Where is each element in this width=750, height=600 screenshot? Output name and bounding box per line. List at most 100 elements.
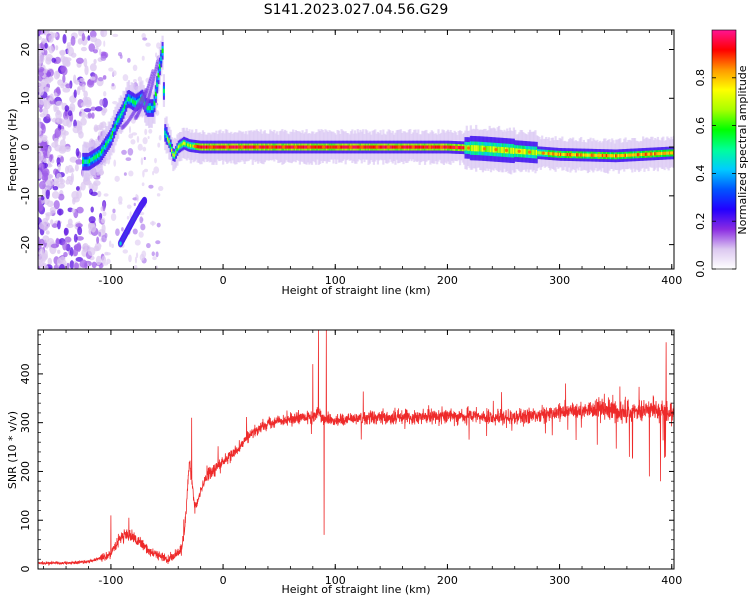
spectrogram-bead — [268, 145, 272, 149]
spectrogram-noise-blob — [98, 48, 102, 56]
spectrogram-lobe-cell — [151, 69, 155, 74]
spectrogram-peak-cell — [498, 146, 501, 153]
spectrogram-noise-blob — [56, 157, 61, 165]
spectrogram-peak-cell — [302, 145, 305, 149]
spectrogram-noise-blob — [97, 190, 102, 198]
spectrogram-noise-blob — [145, 42, 151, 47]
spectrogram-noise-blob — [62, 118, 70, 127]
spectrogram-peak-cell — [592, 153, 595, 157]
spectrogram-noise-blob — [108, 67, 114, 72]
spectrogram-noise-blob — [132, 64, 138, 72]
spectrogram-peak-cell — [341, 145, 344, 149]
spectrogram-noise-blob — [102, 201, 106, 212]
spectrogram-noise-blob — [122, 249, 129, 254]
spectrogram-peak-cell — [577, 153, 580, 157]
spectrogram-peak-cell — [251, 145, 254, 149]
spectrogram-peak-cell — [358, 145, 361, 149]
spectrogram-noise-blob — [66, 262, 70, 269]
spectrogram-peak-cell — [297, 145, 300, 149]
spectrogram-peak-cell — [285, 145, 288, 149]
spectrogram-peak-cell — [305, 145, 308, 149]
spectrogram-peak-cell — [250, 145, 253, 149]
spectrogram-peak-cell — [422, 145, 425, 149]
spectrogram-peak-cell — [164, 130, 167, 136]
spectrogram-noise-blob — [81, 33, 86, 42]
spectrogram-peak-cell — [196, 145, 199, 149]
spectrogram-peak-cell — [168, 140, 171, 144]
spectrogram-peak-cell — [568, 153, 571, 157]
spectrogram-peak-cell — [208, 145, 211, 149]
spectrogram-peak-cell — [625, 153, 628, 157]
spectrogram-noise-blob — [80, 112, 87, 119]
spectrogram-peak-cell — [643, 152, 646, 156]
spectrogram-peak-cell — [623, 153, 626, 157]
spectrogram-noise-blob — [39, 86, 44, 96]
spectrogram-peak-cell — [615, 154, 618, 158]
spectrogram-heat-layer — [38, 30, 674, 269]
spectrogram-peak-cell — [316, 145, 319, 149]
spectrogram-noise-blob — [79, 77, 85, 83]
spectrogram-peak-cell — [430, 145, 433, 149]
snr-x-tick-label: 300 — [549, 574, 570, 587]
spectrogram-peak-cell — [630, 153, 633, 157]
spectrogram-bead — [620, 153, 624, 158]
spectrogram-noise-blob — [56, 109, 61, 116]
spectrogram-noise-blob — [139, 216, 144, 224]
spectrogram-noise-blob — [83, 108, 92, 113]
spectrogram-noise-blob — [84, 244, 91, 251]
spectrogram-peak-cell — [253, 145, 256, 149]
spectrogram-peak-cell — [133, 99, 136, 105]
spectrogram-noise-blob — [134, 256, 138, 264]
spectrogram-peak-cell — [432, 145, 435, 149]
spectrogram-peak-cell — [125, 100, 128, 106]
spectrogram-peak-cell — [469, 145, 472, 152]
spectrogram-noise-blob — [64, 57, 72, 62]
spectrogram-peak-cell — [564, 152, 567, 157]
spectrogram-noise-blob — [98, 244, 102, 248]
spectrogram-noise-blob — [112, 70, 117, 77]
spectrogram-peak-cell — [207, 145, 210, 149]
spectrogram-noise-blob — [126, 204, 132, 209]
spectrogram-peak-cell — [333, 145, 336, 149]
spectrogram-peak-cell — [200, 145, 203, 149]
spectrogram-peak-cell — [162, 88, 165, 94]
spectrogram-peak-cell — [259, 145, 262, 149]
spectrogram-peak-cell — [137, 99, 140, 104]
spectrogram-peak-cell — [550, 152, 553, 156]
spectrogram-noise-blob — [128, 254, 132, 263]
colorbar: 0.0 0.2 0.4 0.6 0.8 Normalized spectral ampl… — [694, 29, 749, 278]
spectrogram-peak-cell — [613, 154, 616, 158]
spectrogram-peak-cell — [385, 145, 388, 149]
spectrogram-noise-blob — [43, 49, 48, 56]
spectrogram-noise-blob — [142, 37, 148, 41]
spectrogram-noise-blob — [147, 135, 150, 140]
spectrogram-peak-cell — [91, 157, 94, 162]
spectrogram-noise-blob — [93, 126, 99, 131]
spectrogram-peak-cell — [352, 145, 355, 149]
spectrogram-peak-cell — [277, 145, 280, 149]
spectrogram-noise-blob — [38, 262, 45, 267]
spectrogram-peak-cell — [371, 145, 374, 149]
spectrogram-noise-blob — [137, 143, 143, 151]
spectrogram-peak-cell — [449, 145, 452, 149]
spectrogram-noise-blob — [99, 99, 104, 106]
spectrogram-peak-cell — [154, 91, 157, 97]
spectrogram-noise-blob — [47, 75, 54, 82]
spectrogram-noise-blob — [75, 186, 80, 191]
spectrogram-peak-cell — [228, 145, 231, 149]
spectrogram-peak-cell — [502, 147, 505, 154]
spectrogram-noise-blob — [102, 75, 107, 80]
spectrogram-peak-cell — [265, 145, 268, 149]
spectrogram-noise-blob — [90, 191, 98, 197]
spectrogram-noise-blob — [87, 112, 92, 119]
spectrogram-peak-cell — [115, 120, 118, 125]
spectrogram-noise-blob — [58, 193, 65, 201]
spectrogram-noise-blob — [46, 69, 51, 78]
spectrogram-peak-cell — [634, 153, 637, 157]
spectrogram-noise-blob — [49, 154, 53, 163]
spectrogram-peak-cell — [325, 145, 328, 149]
spectrogram-y-tick-label: 0 — [19, 144, 32, 151]
spectrogram-peak-cell — [212, 145, 215, 149]
spectrogram-noise-blob — [52, 181, 59, 186]
